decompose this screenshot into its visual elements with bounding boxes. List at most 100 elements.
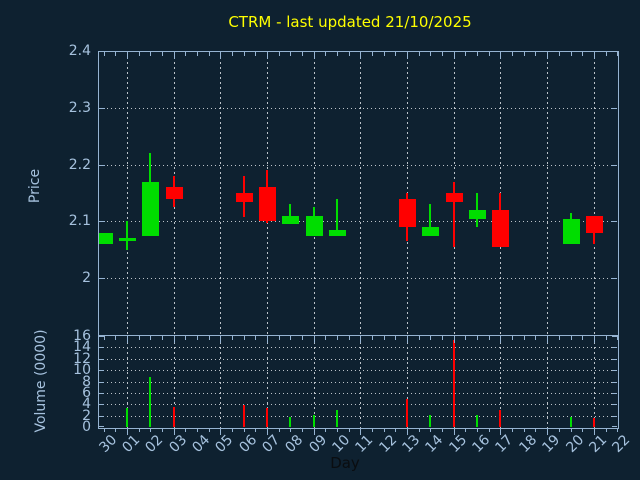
tick-mark [593,52,595,59]
tick-mark [196,428,198,432]
tick-mark [360,52,362,59]
tick-mark [465,52,467,56]
tick-mark [612,392,617,394]
price-gridline [99,221,617,223]
tick-mark [500,428,502,435]
tick-mark [255,428,257,432]
tick-mark [612,426,617,427]
tick-mark [99,415,104,417]
tick-mark [395,52,397,56]
volume-gridline [99,381,617,383]
tick-mark [612,336,617,337]
tick-mark [173,336,175,343]
tick-mark [138,336,140,340]
price-gridline [99,164,617,166]
candle-body-down [585,215,603,233]
chart-title: CTRM - last updated 21/10/2025 [228,13,472,31]
tick-mark [126,336,128,343]
tick-mark [612,381,617,383]
tick-mark [208,336,210,340]
candle-body-up [118,238,136,242]
tick-mark [337,428,338,432]
candle-wick [452,181,455,247]
tick-mark [99,278,105,280]
tick-mark [612,415,617,417]
tick-mark [535,428,537,432]
tick-mark [173,52,175,59]
volume-bar [569,416,572,427]
tick-mark [278,428,280,432]
tick-mark [372,52,374,56]
volume-bar [265,407,268,427]
tick-mark [99,164,105,166]
tick-mark [611,51,617,52]
vertical-gridline [266,52,268,428]
tick-mark [348,52,350,56]
tick-mark [558,428,560,432]
tick-mark [138,52,140,56]
price-tick-label: 2.4 [68,43,91,59]
tick-mark [582,428,584,432]
tick-mark [418,428,420,432]
tick-mark [611,107,617,109]
price-panel [98,51,619,336]
candle-body-down [235,193,253,202]
tick-mark [383,336,385,340]
tick-mark [99,404,104,406]
tick-mark [313,52,315,59]
tick-mark [395,336,397,340]
tick-mark [582,336,584,340]
tick-mark [372,428,374,432]
tick-mark [325,428,327,432]
tick-mark [185,336,187,340]
vertical-gridline [547,52,549,428]
tick-mark [103,52,105,56]
tick-mark [255,52,257,56]
tick-mark [208,52,210,56]
candle-wick [125,221,128,250]
tick-mark [547,52,549,59]
tick-mark [372,336,374,340]
volume-bar [429,415,432,427]
tick-mark [512,52,514,56]
tick-mark [231,336,233,340]
tick-mark [477,336,479,340]
tick-mark [99,107,105,109]
tick-mark [290,52,292,56]
tick-mark [383,428,385,432]
tick-mark [442,428,444,432]
tick-mark [453,336,455,343]
tick-mark [301,52,303,56]
candle-body-down [258,187,276,222]
tick-mark [99,370,104,372]
tick-mark [325,336,327,340]
vertical-gridline [313,52,315,428]
candle-body-up [422,227,440,236]
tick-mark [278,336,280,340]
tick-mark [430,52,432,56]
tick-mark [99,347,104,349]
tick-mark [348,428,350,432]
tick-mark [220,336,222,343]
tick-mark [161,428,163,432]
tick-mark [407,52,409,59]
tick-mark [266,52,268,59]
tick-mark [231,52,233,56]
tick-mark [617,52,619,56]
tick-mark [173,428,175,435]
tick-mark [243,428,245,432]
tick-mark [150,52,152,56]
volume-gridline [99,347,617,349]
candle-body-up [562,218,580,245]
candle-body-down [492,210,510,247]
tick-mark [243,336,245,340]
tick-mark [477,52,479,56]
candle-body-up [282,215,300,225]
tick-mark [605,52,607,56]
tick-mark [231,428,233,432]
tick-mark [593,428,595,435]
tick-mark [290,336,292,340]
price-tick-label: 2 [82,270,91,287]
volume-tick-label: 2 [82,407,91,424]
tick-mark [99,381,104,383]
